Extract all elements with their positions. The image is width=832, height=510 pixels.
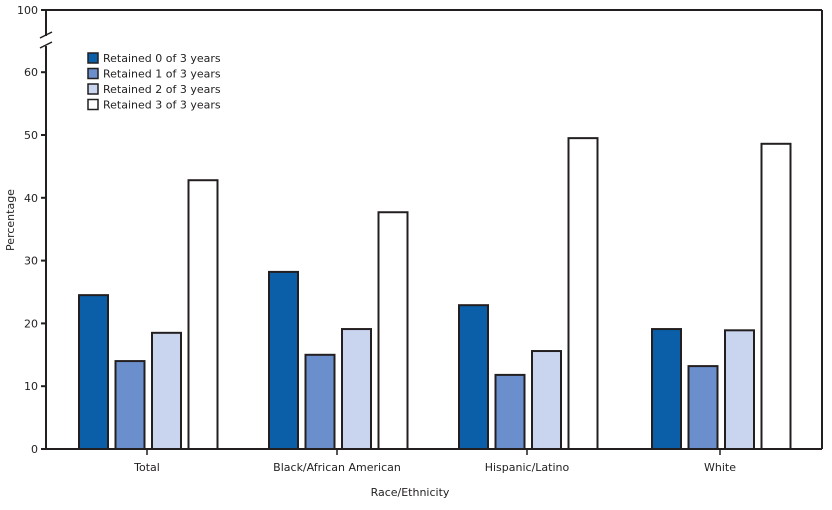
bar-black-african-american-series-2 [341,328,372,450]
x-tick-label: White [704,461,736,474]
x-tick-label: Total [133,461,160,474]
bar-black-african-american-series-1 [304,353,336,450]
bar-hispanic-latino-series-2 [531,350,562,451]
x-tick-label: Hispanic/Latino [485,461,570,474]
bar-white-series-0 [651,328,682,450]
bar-total-series-0 [78,294,109,451]
bar-white-series-3 [760,142,792,451]
legend-swatch [87,98,99,111]
bar-total-series-1 [114,360,146,450]
y-axis-label: Percentage [4,189,17,251]
bar-total-series-3 [187,179,219,450]
legend-label: Retained 1 of 3 years [103,68,221,81]
legend-swatch [87,83,99,95]
legend-swatch [87,67,99,80]
bar-white-series-2 [724,329,755,451]
bar-hispanic-latino-series-1 [494,373,526,450]
legend-label: Retained 0 of 3 years [103,52,221,65]
bar-total-series-2 [151,331,182,451]
y-tick-label: 60 [24,66,38,79]
bar-white-series-1 [687,365,719,451]
y-tick-label: 50 [24,129,38,142]
bar-hispanic-latino-series-0 [458,304,489,450]
bar-hispanic-latino-series-3 [567,137,599,450]
bar-black-african-american-series-0 [268,270,299,450]
legend-swatch [87,52,99,64]
x-axis-label: Race/Ethnicity [371,486,450,499]
axis-break-mark [39,41,53,49]
y-tick-label: 10 [24,380,38,393]
y-tick-label: 100 [17,4,38,17]
legend-label: Retained 2 of 3 years [103,83,221,96]
y-tick-label: 0 [31,443,38,456]
x-tick-label: Black/African American [273,461,401,474]
axis-break-mark [39,31,53,39]
legend-label: Retained 3 of 3 years [103,99,221,112]
bar-black-african-american-series-3 [377,211,409,450]
y-tick-label: 40 [24,192,38,205]
y-tick-label: 20 [24,317,38,330]
y-tick-label: 30 [24,255,38,268]
